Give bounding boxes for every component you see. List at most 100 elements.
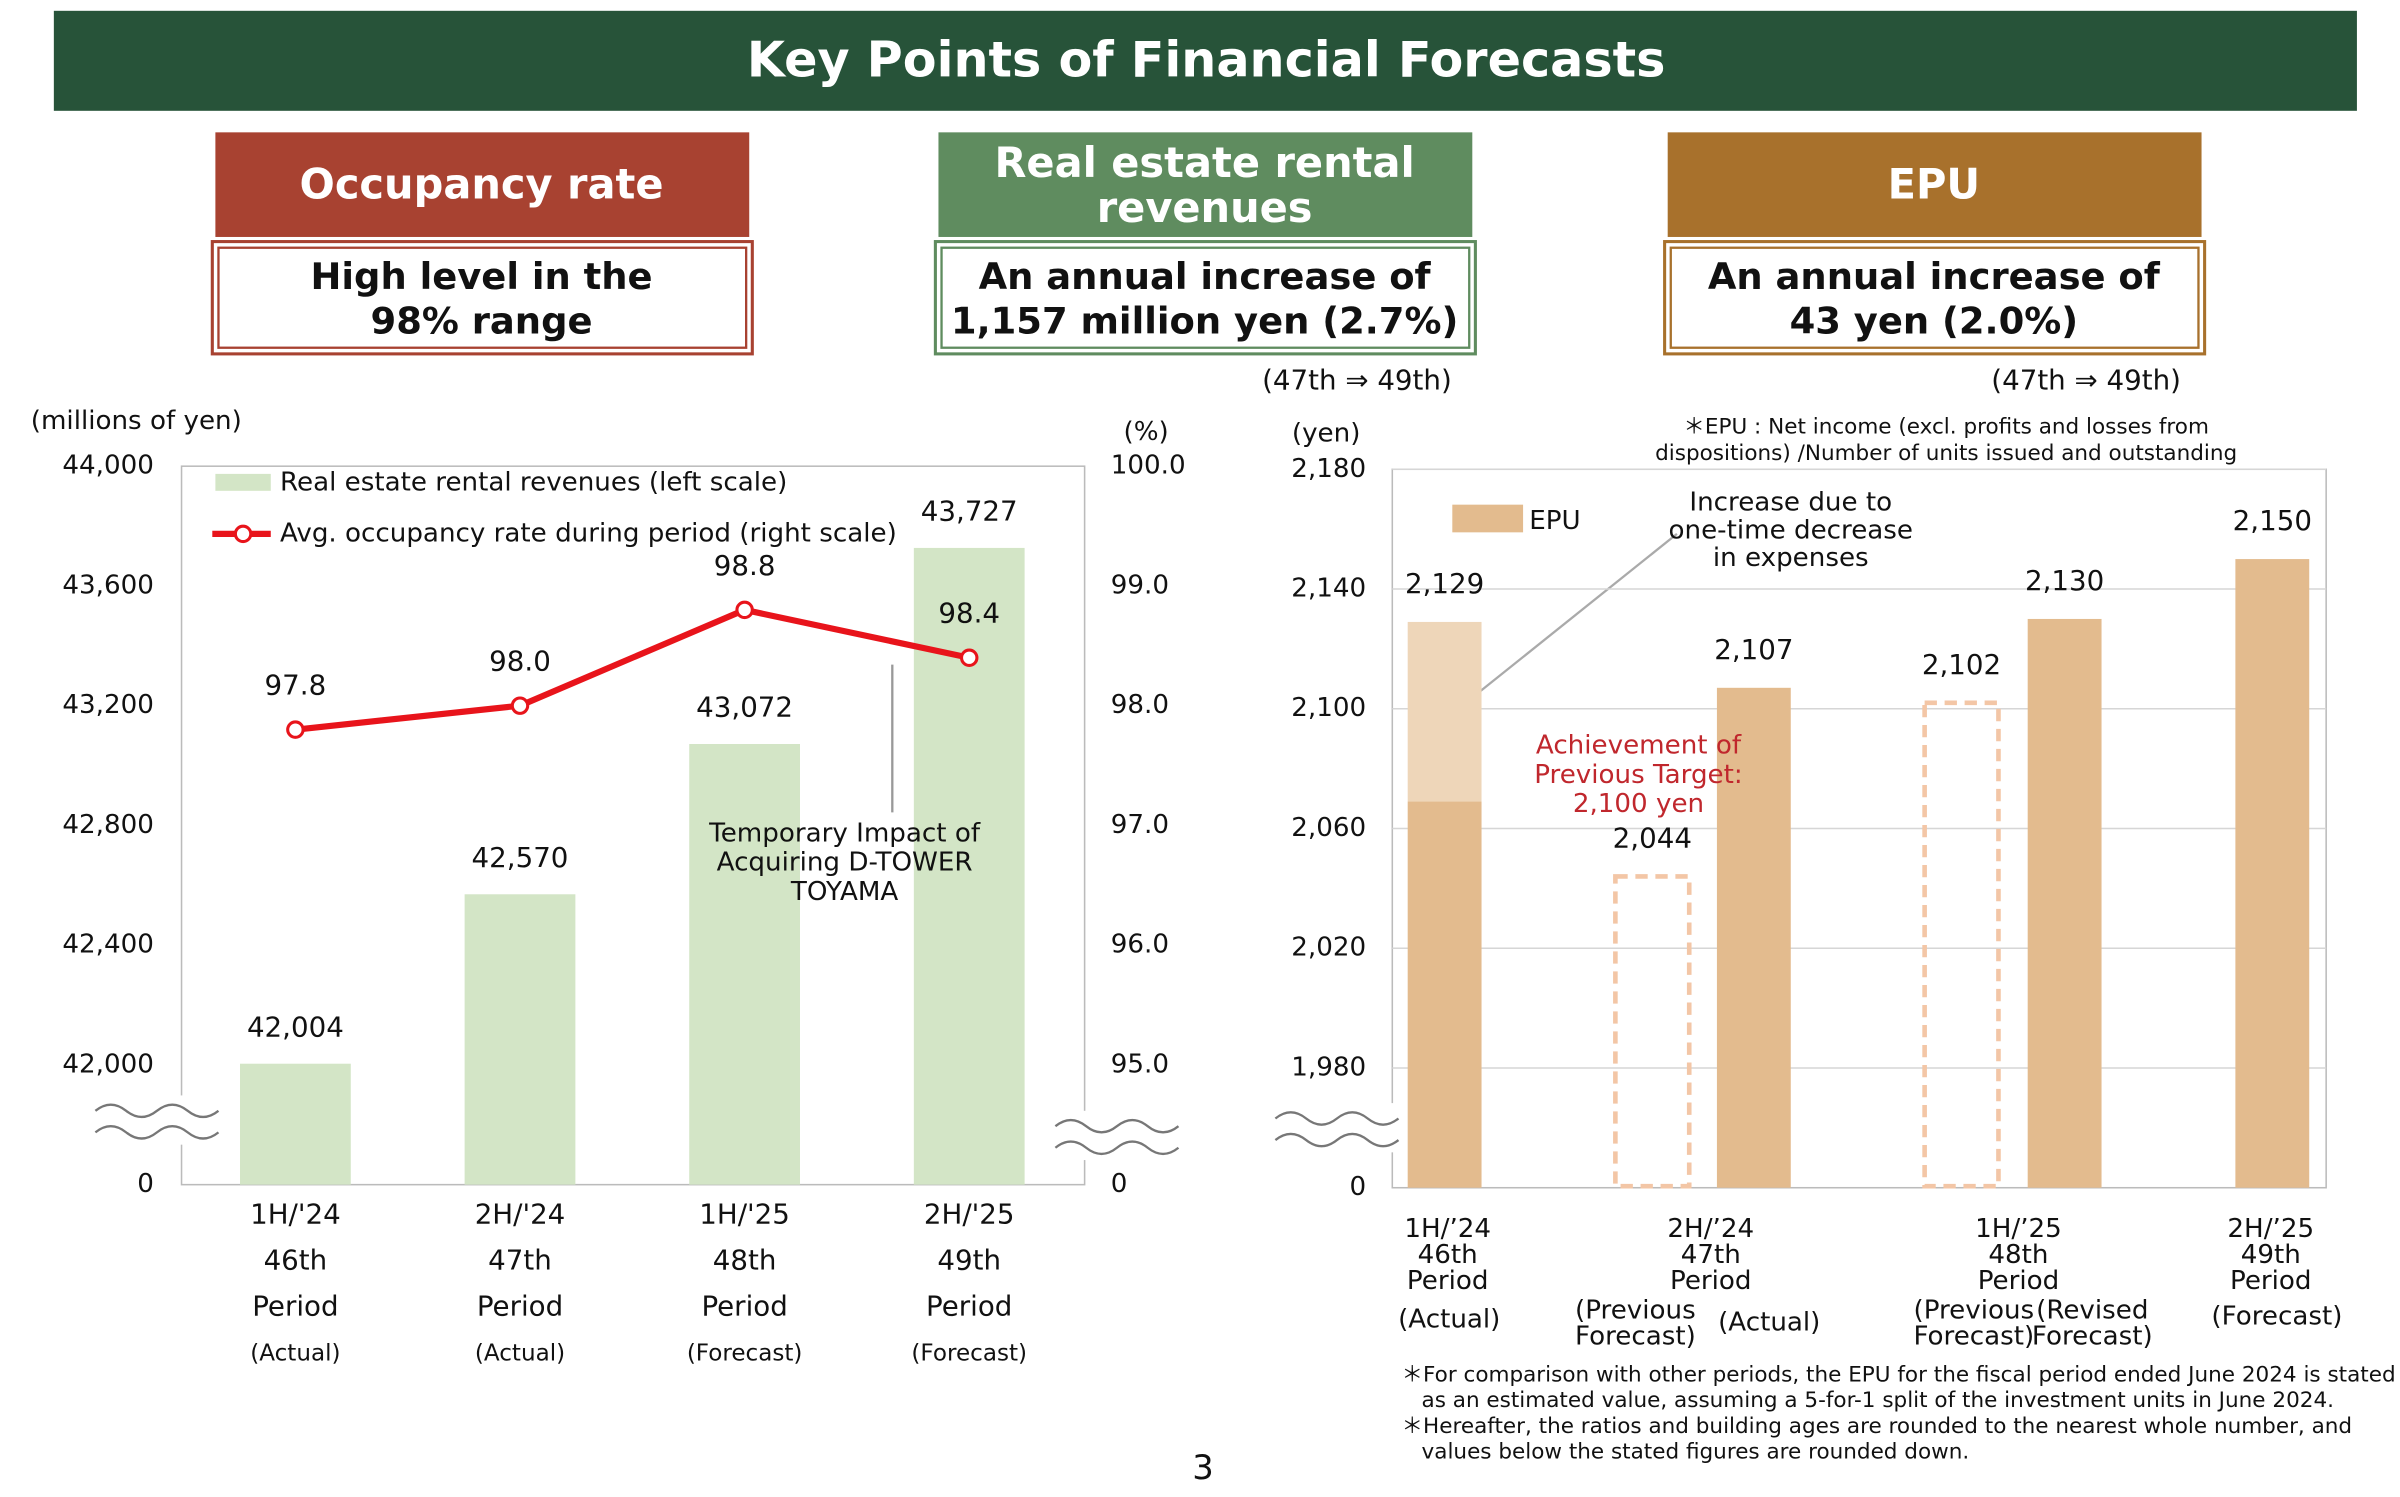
y-tick-label: 44,000 [62,451,153,481]
annotation: TOYAMA [790,877,898,907]
bar [689,743,800,1185]
annotation: Achievement of [1536,731,1742,761]
x-tick-label: 47th [488,1244,552,1277]
x-tick-label: (Revised [2036,1295,2148,1325]
y2-tick-label: 99.0 [1111,570,1169,600]
y-tick-label: 2,180 [1291,454,1366,484]
annotation: Acquiring D-TOWER [717,848,973,878]
point-heading-box [938,132,1473,237]
x-tick-label: Forecast) [1575,1321,1696,1351]
y-tick-label: 2,020 [1291,933,1366,963]
point-summary-inner [217,246,748,349]
y-tick-label: 1,980 [1291,1052,1366,1082]
line-point [510,696,530,715]
y-tick-label: 0 [137,1169,154,1199]
annotation: in expenses [1713,543,1869,573]
x-group-label: 1H/’24 [1404,1214,1491,1244]
bar-base [1407,801,1482,1188]
plot-frame [180,465,1086,1186]
bar [1716,687,1791,1188]
annotation: one-time decrease [1669,515,1913,545]
x-tick-label: Period [477,1290,563,1323]
bar-value-label: 43,727 [921,495,1018,528]
legend-label: EPU [1529,506,1580,536]
line-point [960,648,979,668]
y2-tick-label: 98.0 [1111,690,1169,720]
x-tick-label: (Forecast) [687,1340,803,1366]
x-tick-label: (Actual) [475,1340,565,1366]
point-summary-box [210,240,754,356]
line-value-label: 98.8 [714,549,776,582]
point-summary-inner [1669,246,2200,349]
footnote: ＊Hereafter, the ratios and building ages… [1402,1414,2353,1439]
y-axis-label: (yen) [1292,418,1361,448]
bar-value-label: 2,130 [2025,564,2104,597]
y-axis-label: (millions of yen) [31,406,242,436]
point-summary-inner [940,246,1471,349]
y2-tick-label: 0 [1111,1169,1128,1199]
bar-value-label: 43,072 [696,691,793,724]
annotation: Temporary Impact of [708,818,981,848]
x-tick-label: (Actual) [1398,1305,1500,1335]
line-value-label: 98.0 [489,645,551,678]
point-summary: 43 yen (2.0%) [1790,300,2079,343]
x-tick-label: Forecast) [2032,1321,2153,1351]
x-group-label: 48th [1988,1240,2048,1270]
bar-top [1407,621,1482,802]
x-tick-label: Period [926,1290,1012,1323]
legend-marker [233,524,253,544]
y-tick-label: 43,600 [62,570,153,600]
y-tick-label: 42,000 [62,1049,153,1079]
x-tick-label: 48th [713,1244,777,1277]
annotation: 2,100 yen [1573,789,1704,819]
x-tick-label: (Forecast) [911,1340,1027,1366]
point-summary: 98% range [371,300,593,343]
bar-outline [1613,874,1692,1189]
annotation: Increase due to [1689,488,1892,518]
axis-break [92,1095,1407,1161]
x-tick-label: 2H/'24 [475,1197,566,1230]
x-tick-label: (Actual) [1718,1308,1820,1338]
x-tick-label: 46th [264,1244,328,1277]
x-group-label: Period [1670,1266,1752,1296]
point-summary-box [933,240,1477,356]
bar [2235,559,2310,1188]
line-value-label: 98.4 [938,597,1000,630]
point-note: (47th ⇒ 49th) [1991,364,2181,397]
x-group-label: 2H/’24 [1667,1214,1754,1244]
x-tick-label: Period [252,1290,338,1323]
chart-note: ＊EPU : Net income (excl. profits and los… [1683,415,2209,440]
title-banner [53,10,2357,111]
point-heading-box [215,132,750,237]
bar-value-label: 2,044 [1613,821,1692,854]
x-group-label: 47th [1681,1240,1741,1270]
y2-tick-label: 100.0 [1111,451,1186,481]
x-group-label: Period [1978,1266,2060,1296]
point-summary: High level in the [310,255,652,298]
x-tick-label: (Previous [1914,1295,2035,1325]
slide-title: Key Points of Financial Forecasts [747,31,1666,89]
x-group-label: 1H/’25 [1975,1214,2062,1244]
x-tick-label: 2H/'25 [924,1197,1015,1230]
y2-tick-label: 96.0 [1111,930,1169,960]
x-tick-label: (Previous [1575,1295,1696,1325]
point-heading: Real estate rental [994,138,1414,187]
x-group-label: 46th [1418,1240,1478,1270]
x-tick-label: 1H/'24 [250,1197,341,1230]
x-tick-label: Period [701,1290,787,1323]
point-heading: EPU [1888,160,1981,209]
annotation-line [1445,532,1678,720]
bar-value-label: 42,004 [247,1010,344,1043]
x-group-label: 49th [2241,1240,2301,1270]
bar [464,894,576,1185]
bar-value-label: 42,570 [472,841,569,874]
y2-tick-label: 95.0 [1111,1049,1169,1079]
bar-value-label: 2,107 [1714,633,1793,666]
legend-label: Real estate rental revenues (left scale) [280,468,787,498]
y2-axis-label: (%) [1124,417,1169,447]
y-tick-label: 0 [1350,1172,1367,1202]
bar-value-label: 2,129 [1405,567,1484,600]
page-number: 3 [1192,1448,1214,1487]
